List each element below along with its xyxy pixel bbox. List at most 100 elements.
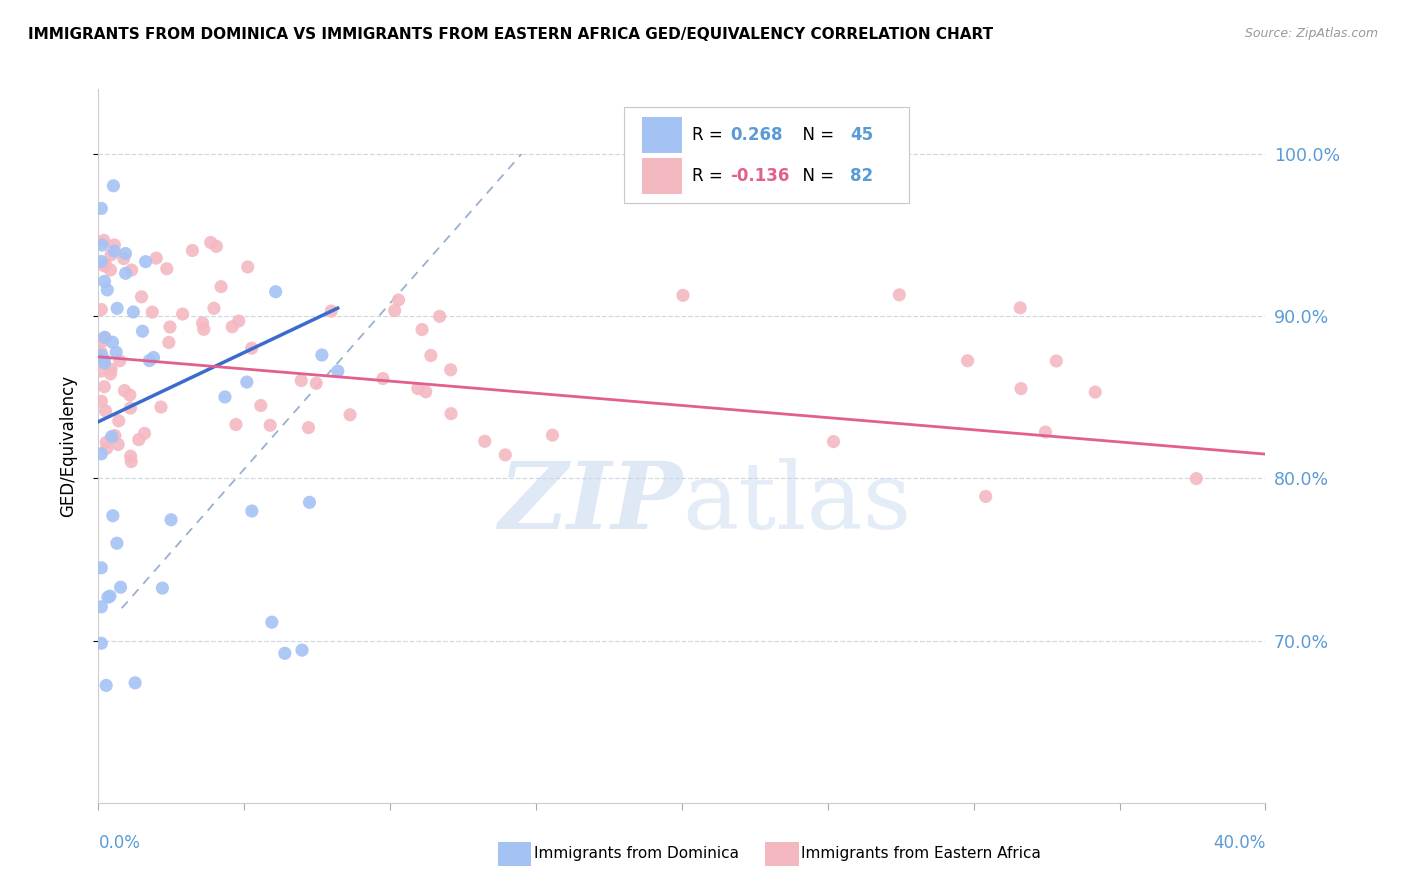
Point	[120, 449, 142, 463]
Point	[100, 362, 122, 376]
Point	[193, 322, 215, 336]
Point	[672, 288, 695, 302]
Point	[96, 442, 118, 456]
Point	[121, 263, 143, 277]
Point	[156, 261, 179, 276]
Point	[108, 353, 131, 368]
Point	[90, 561, 112, 575]
Point	[101, 508, 124, 523]
Point	[259, 418, 281, 433]
Point	[1084, 385, 1107, 400]
Point	[124, 676, 146, 690]
Point	[100, 367, 122, 381]
Point	[240, 341, 263, 355]
Point	[956, 353, 979, 368]
Point	[101, 335, 124, 350]
Point	[415, 384, 437, 399]
Point	[221, 319, 243, 334]
Point	[96, 283, 118, 297]
Point	[100, 263, 122, 277]
Point	[93, 233, 115, 247]
Point	[93, 274, 115, 288]
Point	[122, 305, 145, 319]
Point	[440, 407, 463, 421]
Point	[889, 288, 911, 302]
Point	[1035, 425, 1057, 439]
Point	[94, 257, 117, 271]
Text: N =: N =	[792, 167, 839, 185]
Y-axis label: GED/Equivalency: GED/Equivalency	[59, 375, 77, 517]
Point	[105, 301, 128, 316]
Point	[305, 376, 328, 391]
Point	[96, 678, 118, 692]
Point	[411, 322, 433, 336]
Point	[128, 433, 150, 447]
Point	[429, 310, 451, 324]
Point	[202, 301, 225, 316]
Point	[149, 400, 172, 414]
Point	[93, 330, 115, 344]
Point	[236, 260, 259, 274]
Point	[100, 429, 122, 443]
Point	[1045, 354, 1067, 368]
Text: 0.0%: 0.0%	[98, 834, 141, 852]
Point	[157, 335, 180, 350]
Point	[107, 437, 129, 451]
Point	[339, 408, 361, 422]
Point	[440, 363, 463, 377]
Point	[311, 348, 333, 362]
Point	[94, 404, 117, 418]
Point	[160, 513, 183, 527]
Text: -0.136: -0.136	[730, 167, 789, 185]
Point	[1010, 382, 1032, 396]
Point	[90, 447, 112, 461]
Point	[114, 266, 136, 280]
Point	[387, 293, 409, 307]
Point	[93, 259, 115, 273]
Point	[406, 382, 429, 396]
Point	[138, 353, 160, 368]
FancyBboxPatch shape	[643, 158, 682, 194]
Point	[90, 394, 112, 409]
Point	[191, 316, 214, 330]
Text: atlas: atlas	[682, 458, 911, 548]
Point	[250, 399, 273, 413]
Text: 45: 45	[851, 126, 873, 144]
Text: 82: 82	[851, 167, 873, 185]
Point	[90, 636, 112, 650]
Point	[103, 238, 125, 252]
Point	[474, 434, 496, 449]
Point	[114, 246, 136, 260]
Point	[290, 374, 312, 388]
Point	[264, 285, 287, 299]
Point	[419, 349, 441, 363]
Point	[172, 307, 194, 321]
Point	[384, 303, 406, 318]
Point	[134, 426, 156, 441]
Point	[90, 599, 112, 614]
Point	[142, 351, 165, 365]
Text: 0.268: 0.268	[730, 126, 782, 144]
Point	[1185, 472, 1208, 486]
Point	[93, 380, 115, 394]
Point	[141, 305, 163, 319]
Point	[90, 346, 112, 360]
Point	[98, 589, 121, 603]
Point	[225, 417, 247, 432]
Text: Source: ZipAtlas.com: Source: ZipAtlas.com	[1244, 27, 1378, 40]
Point	[97, 591, 120, 605]
Point	[214, 390, 236, 404]
Point	[236, 375, 259, 389]
Point	[90, 348, 112, 362]
Text: 40.0%: 40.0%	[1213, 834, 1265, 852]
Point	[105, 345, 128, 359]
Point	[120, 455, 142, 469]
Point	[181, 244, 204, 258]
Point	[100, 248, 122, 262]
Point	[371, 371, 394, 385]
Point	[90, 364, 112, 378]
Point	[112, 252, 135, 266]
Text: R =: R =	[692, 126, 728, 144]
Point	[131, 290, 153, 304]
Text: R =: R =	[692, 167, 728, 185]
